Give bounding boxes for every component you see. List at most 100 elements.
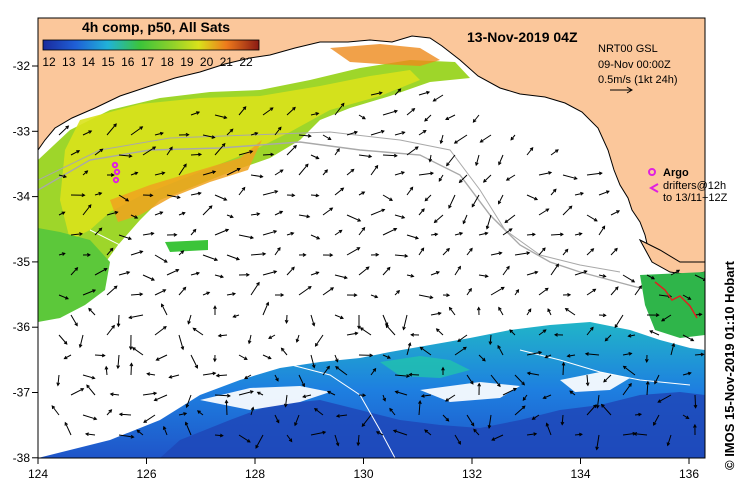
current-vector [117, 354, 120, 369]
current-vector-head [421, 208, 425, 213]
current-vector [86, 384, 96, 396]
current-vector [538, 329, 547, 336]
current-vector [238, 187, 246, 196]
current-vector-head [250, 406, 255, 411]
current-vector [130, 126, 143, 136]
current-vector [310, 271, 319, 276]
current-vector-head [446, 293, 451, 298]
current-vector [514, 374, 525, 386]
current-vector [682, 294, 691, 300]
current-vector [334, 187, 344, 196]
current-vector-head [414, 235, 420, 240]
current-vector-head [219, 433, 224, 438]
current-vector [454, 346, 467, 356]
current-vector [310, 234, 320, 240]
current-vector [430, 271, 440, 276]
current-vector [490, 374, 501, 387]
colorbar-label: 4h comp, p50, All Sats [82, 19, 230, 35]
current-vector-head [180, 250, 185, 254]
current-vector [657, 394, 672, 403]
sst-orange-patch [110, 140, 262, 222]
current-vector [586, 404, 597, 416]
current-vector-head [538, 350, 543, 355]
current-vector-head [134, 171, 139, 176]
current-vector-head [605, 190, 610, 194]
current-vector [532, 414, 540, 420]
current-vector-head [419, 346, 424, 351]
current-vector-head [273, 230, 278, 234]
current-vector [403, 314, 408, 330]
current-vector-head [249, 390, 254, 394]
current-vector-head [330, 287, 335, 291]
current-vector [358, 266, 370, 276]
current-vector-head [459, 231, 464, 236]
current-vector [596, 434, 600, 450]
current-vector [315, 334, 324, 347]
current-vector [310, 354, 315, 368]
current-vector-head [426, 90, 431, 95]
current-vector [694, 274, 705, 281]
current-vector-head [438, 177, 443, 182]
current-vector-head [80, 388, 85, 392]
current-vector-head [175, 269, 180, 273]
current-vector-head [217, 333, 222, 338]
current-vector-head [315, 271, 320, 275]
current-vector-head [307, 133, 312, 138]
current-vector [268, 334, 276, 339]
current-vector [394, 374, 410, 377]
current-vector [119, 413, 132, 416]
current-vector-head [389, 407, 393, 412]
current-vector-head [372, 367, 377, 372]
current-vector-head [61, 211, 66, 215]
current-vector [106, 211, 118, 216]
current-vector-head [592, 288, 597, 293]
current-vector-head [432, 98, 437, 102]
current-vector-head [291, 266, 295, 271]
current-vector-head [173, 232, 178, 237]
current-vector-head [78, 344, 83, 349]
current-vector-head [602, 313, 607, 318]
current-vector [670, 343, 675, 356]
current-vector [454, 266, 461, 276]
current-vector-head [638, 285, 642, 290]
model-info-line1: NRT00 GSL [598, 43, 658, 55]
current-vector [550, 263, 559, 276]
current-vector [634, 285, 642, 296]
current-vector-head [249, 235, 255, 240]
current-vector-head [406, 374, 411, 378]
current-vector-head [242, 106, 247, 110]
cloud-gap-3 [560, 372, 630, 392]
sst-green-west [38, 228, 110, 322]
current-vector [214, 114, 227, 119]
current-vector-head [269, 107, 274, 111]
current-vector [442, 248, 450, 256]
current-vector-head [274, 190, 279, 194]
current-vector-head [600, 403, 605, 408]
current-vector [336, 414, 348, 417]
current-vector-head [564, 308, 569, 312]
current-vector-head [547, 308, 551, 313]
current-vector-head [314, 342, 319, 347]
current-vector [478, 274, 488, 277]
current-vector [623, 366, 636, 376]
current-vector-head [595, 404, 600, 409]
current-vector-head [392, 429, 397, 434]
current-vector-head [153, 391, 158, 396]
cloud-gap-1 [200, 386, 330, 410]
current-vector-head [129, 362, 134, 367]
current-vector-head [64, 421, 68, 426]
current-vector-head [402, 326, 406, 331]
current-vector [250, 253, 266, 256]
current-vector [418, 130, 427, 136]
current-vector [628, 334, 636, 337]
current-vector-head [361, 226, 366, 231]
current-vector-head [685, 415, 690, 420]
current-vector [79, 334, 84, 348]
current-vector [238, 354, 248, 360]
current-vector-head [693, 423, 697, 428]
current-vector [498, 154, 504, 165]
current-vector-head [339, 315, 344, 320]
current-vector-head [65, 125, 70, 130]
current-vector [214, 394, 230, 397]
x-tick-label: 128 [245, 467, 265, 481]
